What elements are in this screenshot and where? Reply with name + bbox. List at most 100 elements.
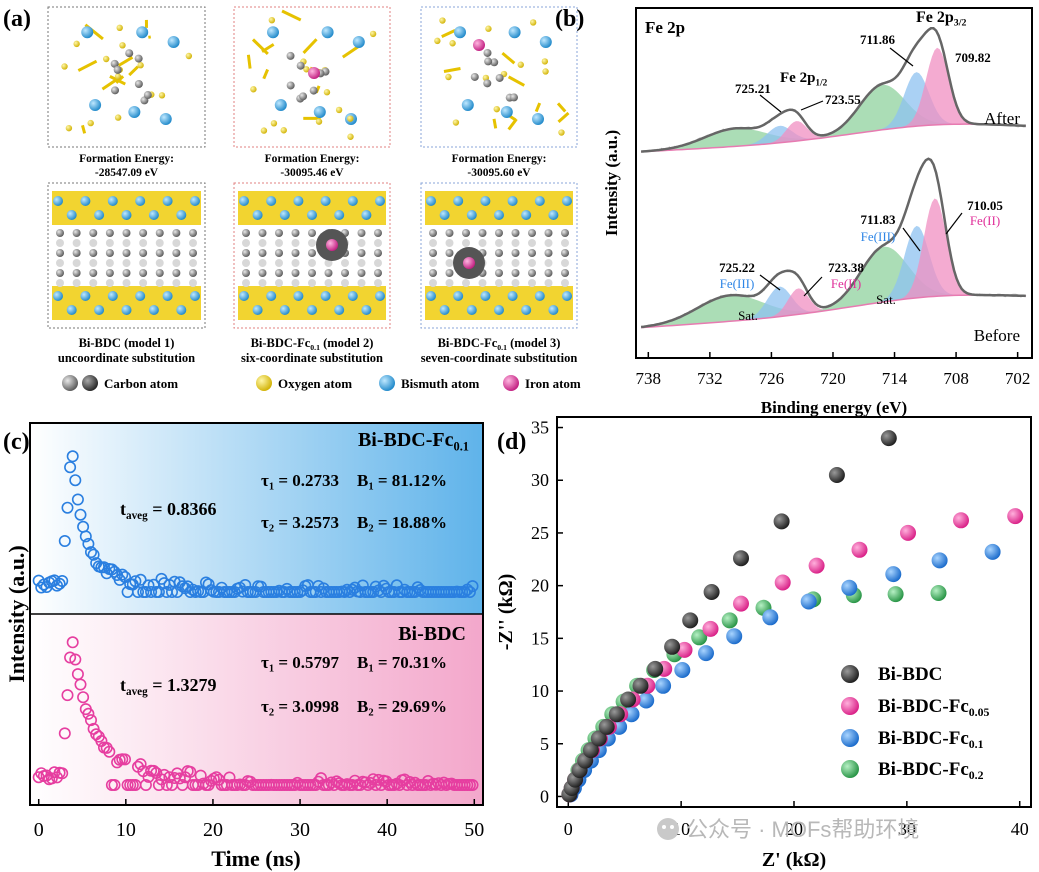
before-fe3-label-1: Fe(III) [720,276,755,291]
bismuth-atom [439,210,450,220]
model-1-description: uncoordinate substitution [58,351,195,365]
bi-bdc-fc01-decay-point [64,461,77,474]
bismuth-atom [426,291,436,301]
legend-label-3-main: Bi-BDC-Fc [878,759,969,780]
carbon-atom [105,259,114,267]
bond [302,38,318,54]
carbon-atom [155,239,164,247]
legend-marker-2 [841,729,859,747]
model-1-energy-value: -28547.09 eV [95,167,159,179]
carbon-atom [242,279,250,287]
before-spectrum-component-peak [641,198,1027,328]
legend-label-2: Bi-BDC-Fc0.1 [878,728,984,751]
bond [81,124,87,134]
bismuth-atom [466,305,477,315]
fe2p32-label: Fe 2p3/2 [916,9,966,29]
carbon-atom [528,259,536,267]
carbon-atom [122,249,131,257]
x-tick-label-702: 702 [1005,369,1031,388]
carbon-atom [357,259,366,267]
carbon-atom [139,229,148,237]
bismuth-atom [461,99,474,111]
top-tau2: τ2 = 3.2573 [261,513,339,535]
carbon-atom [139,259,148,267]
bond [117,56,134,67]
after-arrow-711 [889,47,914,67]
data-point [698,645,714,662]
fe2p12-label-sub: 1/2 [815,78,827,88]
carbon-atom [122,229,131,237]
model-3-molecule [434,17,570,136]
oxygen-atom [158,92,166,99]
bismuth-atom [167,36,180,48]
d-x-tick-label-30: 30 [898,819,916,839]
bi-bdc-decay-point [134,758,147,771]
d-y-tick-label-35: 35 [531,418,549,438]
data-point [676,641,693,658]
bi-bdc-fc01-decay-point [145,585,158,598]
oxygen-atom [185,52,193,60]
carbon-atom [242,259,250,267]
bi-bdc-decay-point [139,778,152,791]
top-b1-rest: = 81.12% [374,471,447,490]
oxygen-atom [369,30,377,38]
carbon-atom [139,249,148,257]
bismuth-atom [267,26,279,39]
bi-bdc-fc01-decay-point [458,585,471,598]
panel-a: (a) Formation Energy: -28547.09 eV Bi-BDC … [3,6,581,391]
model-1-molecule [61,19,193,134]
carbon-atom [528,229,536,237]
carbon-atom [445,249,454,257]
top-b2: B2 = 18.88% [357,513,447,535]
bottom-tau2-main: τ [261,697,269,716]
bismuth-atom [266,291,277,301]
wechat-icon [657,818,679,840]
bismuth-atom [307,210,317,220]
carbon-atom [462,229,470,237]
after-arrow-723 [800,100,824,111]
carbon-atom [242,269,250,277]
model-3-bottom-frame [420,182,578,329]
d-x-tick-label-0: 0 [564,819,573,839]
carbon-atom [56,239,64,247]
bismuth-atom [239,196,249,206]
after-arrow-725 [759,94,782,113]
before-arrow-711 [902,227,921,252]
carbon-atom [143,91,152,100]
data-point [887,586,904,603]
oxygen-atom [114,114,122,121]
after-peak-725-21-label: 725.21 [735,81,771,96]
carbon-atom [258,279,267,287]
carbon-atom [357,239,366,247]
carbon-atom [155,269,164,277]
carbon-atom [445,229,454,237]
model-2-energy-title: Formation Energy: [265,153,360,165]
legend-oxygen-label: Oxygen atom [278,376,352,391]
bi-bdc-decay-point [194,769,207,782]
model-2-top-frame [233,6,391,148]
bismuth-atom [539,36,552,48]
carbon-atom [275,269,283,277]
bond [128,65,139,77]
data-point [682,612,699,629]
bi-bdc-fc01-title-sub: 0.1 [454,439,470,453]
carbon-atom [134,80,143,89]
oxygen-atom [452,119,460,126]
bi-bdc-decay-point [160,778,173,791]
bismuth-atom [293,291,304,301]
bottom-b2-sub: 2 [368,708,373,719]
bi-bdc-fc01-decay-point [98,561,111,574]
legend-carbon-light-icon [62,375,78,391]
carbon-atom [341,269,349,277]
bismuth-atom [426,196,436,206]
carbon-atom [72,269,81,277]
carbon-atom [528,249,536,257]
wechat-eye-right-icon [670,825,674,829]
after-spectrum [640,27,1027,153]
bismuth-atom [266,196,277,206]
carbon-atom [511,279,520,287]
model-3-name-sub: 0.1 [497,343,507,352]
top-t-aveg: taveg = 0.8366 [120,499,216,522]
bi-bdc-decay-point [403,775,416,788]
